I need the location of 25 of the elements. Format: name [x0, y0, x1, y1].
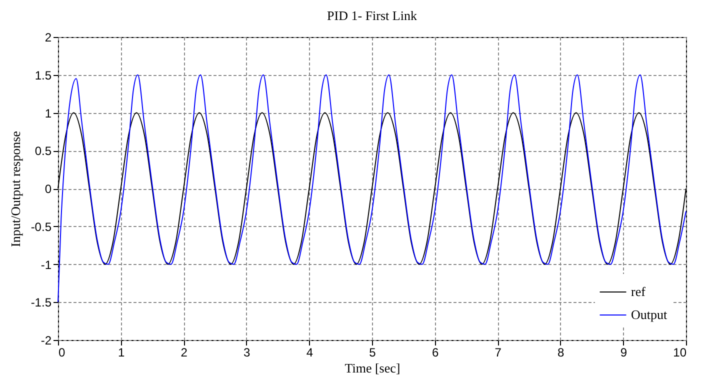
y-tick-label: -1.5 — [30, 296, 52, 310]
y-tick-label: 0.5 — [34, 144, 52, 158]
x-axis-title: Time [sec] — [344, 360, 400, 376]
x-tick-label: 2 — [180, 346, 188, 360]
x-tick-label: 9 — [620, 346, 628, 360]
x-tick-label: 1 — [118, 346, 125, 360]
y-tick-label: 1.5 — [34, 68, 52, 82]
y-tick-label: 1 — [44, 106, 52, 120]
x-tick-label: 0 — [58, 346, 66, 360]
y-tick-label: 2 — [44, 30, 52, 44]
y-tick-label: 0 — [44, 182, 52, 196]
y-tick-label: -2 — [40, 334, 52, 348]
y-tick-label: -1 — [40, 258, 52, 272]
legend-label: ref — [631, 284, 646, 299]
x-tick-label: 4 — [306, 346, 314, 360]
x-tick-label: 6 — [432, 346, 439, 360]
x-tick-label: 7 — [494, 346, 502, 360]
legend-label: Output — [631, 307, 668, 322]
chart-title: PID 1- First Link — [327, 8, 418, 23]
x-tick-label: 8 — [558, 346, 565, 360]
x-tick-label: 5 — [369, 346, 376, 360]
x-tick-label: 10 — [673, 346, 687, 360]
y-axis-title: Input/Output response — [8, 130, 23, 247]
x-tick-label: 3 — [244, 346, 251, 360]
y-tick-label: -0.5 — [30, 220, 52, 234]
